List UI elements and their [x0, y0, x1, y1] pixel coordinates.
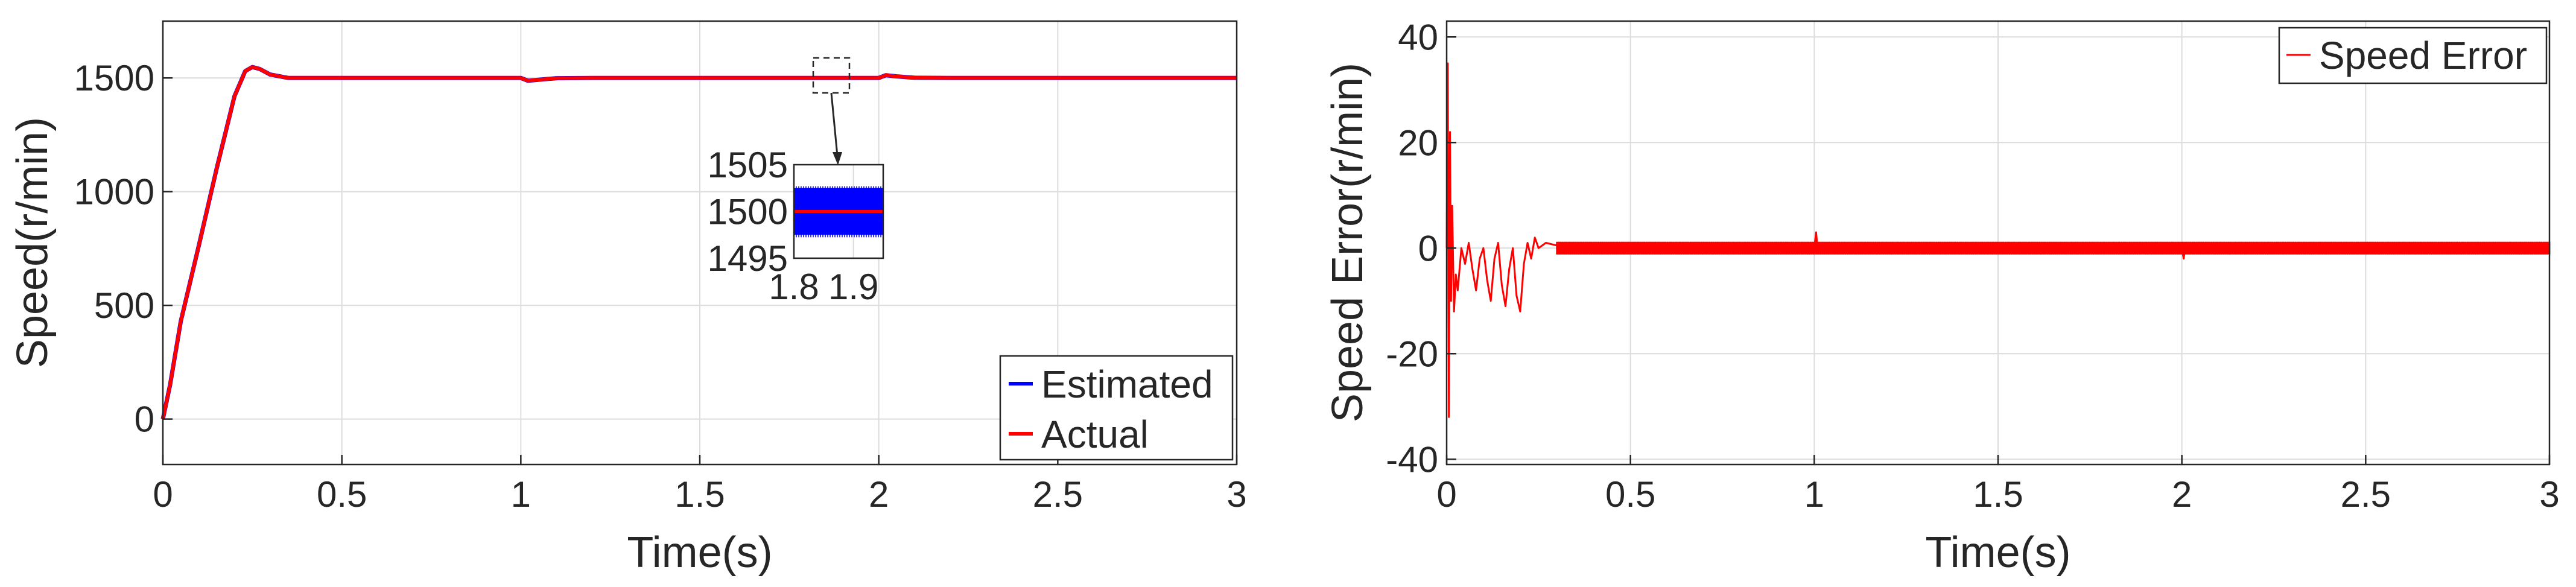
inset-frame: [793, 163, 884, 259]
x-tick-label: 2: [2172, 474, 2192, 515]
inset-ticks: 1.8 1.9 1495 1500 1505: [708, 145, 879, 307]
y-tick-label: 500: [94, 285, 154, 326]
y-tick-label: 20: [1398, 122, 1438, 163]
error-y-axis-label: Speed Error(r/min): [1324, 63, 1372, 422]
inset-series: [793, 186, 884, 238]
x-tick-label: 1: [511, 474, 531, 515]
x-tick-label: 1: [1804, 474, 1824, 515]
speed-legend-box: [999, 355, 1234, 461]
x-tick-label: 0: [1436, 474, 1456, 515]
speed-error-chart: 0 0.5 1 1.5 2 2.5 3 -40 -20 0 20 40 Time(s) Speed …: [1324, 17, 2560, 577]
series-line-actual: [161, 65, 1237, 420]
x-tick-label: 2.5: [1033, 474, 1083, 515]
inset-y-tick-label: 1495: [708, 238, 788, 279]
x-tick-label: 0.5: [317, 474, 367, 515]
zoom-marker-box: [812, 57, 851, 94]
y-tick-label: -20: [1386, 334, 1438, 374]
speed-error-band-core: [1556, 243, 2549, 253]
inset-y-tick-label: 1505: [708, 145, 788, 185]
y-tick-label: 0: [1418, 228, 1438, 268]
x-tick-label: 2.5: [2341, 474, 2391, 515]
inset-x-tick-label: 1.8: [769, 267, 819, 307]
y-tick-label: 1500: [74, 58, 154, 98]
error-y-ticks: -40 -20 0 20 40: [1386, 17, 1456, 480]
speed-y-ticks: 0 500 1000 1500: [74, 58, 173, 440]
zoom-arrow-head: [833, 152, 842, 165]
error-x-ticks: 0 0.5 1 1.5 2 2.5 3: [1436, 455, 2560, 515]
x-tick-label: 1.5: [1973, 474, 2023, 515]
legend-label-estimated: Estimated: [1041, 363, 1213, 406]
speed-y-axis-label: Speed(r/min): [8, 117, 57, 368]
speed-legend: Estimated Actual: [999, 355, 1234, 461]
error-series: [1445, 62, 2551, 418]
x-tick-label: 3: [2539, 474, 2559, 515]
x-tick-label: 0: [153, 474, 173, 515]
inset-y-tick-label: 1500: [708, 192, 788, 232]
legend-label-actual: Actual: [1041, 413, 1149, 456]
speed-x-ticks: 0 0.5 1 1.5 2 2.5 3: [153, 455, 1247, 515]
x-tick-label: 1.5: [674, 474, 725, 515]
x-tick-label: 2: [869, 474, 889, 515]
speed-series: [160, 65, 1237, 420]
error-x-axis-label: Time(s): [1925, 528, 2070, 577]
y-tick-label: 0: [135, 399, 154, 440]
x-tick-label: 3: [1226, 474, 1246, 515]
speed-chart: 0 0.5 1 1.5 2 2.5 3 0 500 1000 1500 Time(s) Speed…: [8, 20, 1247, 577]
y-tick-label: 1000: [74, 172, 154, 212]
zoom-arrow: [830, 92, 839, 156]
error-legend: Speed Error: [2278, 27, 2548, 84]
inset-x-tick-label: 1.9: [828, 267, 878, 307]
error-legend-box: [2278, 27, 2548, 84]
zoom-inset: 1.8 1.9 1495 1500 1505: [708, 145, 884, 307]
legend-label-speed-error: Speed Error: [2319, 34, 2527, 77]
y-tick-label: 40: [1398, 17, 1438, 57]
x-tick-label: 0.5: [1605, 474, 1655, 515]
y-tick-label: -40: [1386, 439, 1438, 480]
speed-x-axis-label: Time(s): [627, 528, 772, 577]
